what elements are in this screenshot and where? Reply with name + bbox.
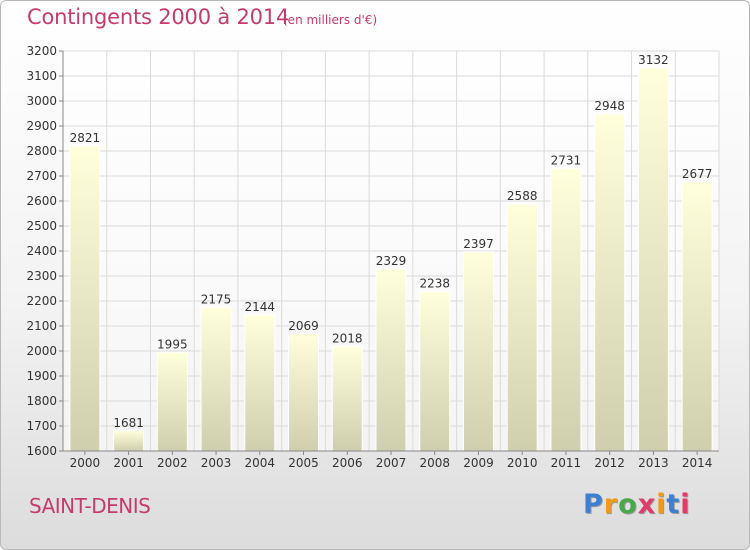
bar xyxy=(113,430,145,452)
city-name: SAINT-DENIS xyxy=(29,494,151,518)
bar-value-label: 2588 xyxy=(507,189,538,203)
bar xyxy=(156,351,188,452)
bar xyxy=(244,314,276,452)
bar-value-label: 1995 xyxy=(157,337,188,351)
logo-letter: o xyxy=(618,489,638,520)
x-tick-label: 2011 xyxy=(551,456,582,470)
bar-value-label: 3132 xyxy=(638,53,669,67)
bar xyxy=(200,306,232,452)
bar xyxy=(506,203,538,452)
y-tick-label: 2700 xyxy=(26,169,57,183)
y-tick-label: 2200 xyxy=(26,294,57,308)
y-tick-label: 1700 xyxy=(26,419,57,433)
x-tick-label: 2000 xyxy=(70,456,101,470)
x-tick-label: 2008 xyxy=(419,456,450,470)
x-tick-label: 2003 xyxy=(201,456,232,470)
x-tick-label: 2005 xyxy=(288,456,319,470)
y-tick-label: 2800 xyxy=(26,144,57,158)
bar xyxy=(637,67,669,452)
bar xyxy=(419,291,451,452)
x-tick-label: 2009 xyxy=(463,456,494,470)
x-tick-label: 2001 xyxy=(113,456,144,470)
x-tick-label: 2010 xyxy=(507,456,538,470)
bar-value-label: 2397 xyxy=(463,237,494,251)
y-tick-label: 3200 xyxy=(26,44,57,58)
bar xyxy=(288,333,320,452)
x-tick-label: 2004 xyxy=(245,456,276,470)
bar-value-label: 2948 xyxy=(594,99,625,113)
bar xyxy=(550,167,582,452)
logo-letter: t xyxy=(666,489,681,520)
y-tick-label: 1900 xyxy=(26,369,57,383)
bar xyxy=(69,145,101,452)
y-tick-label: 1800 xyxy=(26,394,57,408)
y-tick-label: 2400 xyxy=(26,244,57,258)
bar xyxy=(375,268,407,452)
bar-layer xyxy=(69,67,713,452)
bar-value-label: 2677 xyxy=(682,167,713,181)
y-tick-label: 2900 xyxy=(26,119,57,133)
label-layer: 2821 1681 1995 2175 2144 2069 2018 2329 2238 2397… xyxy=(70,53,713,430)
chart-subtitle: (en milliers d'€) xyxy=(283,13,378,27)
logo-letter: i xyxy=(680,489,691,520)
bar-value-label: 2018 xyxy=(332,332,363,346)
y-tick-label: 2100 xyxy=(26,319,57,333)
x-tick-label: 2012 xyxy=(594,456,625,470)
bar xyxy=(681,181,713,452)
logo-letter: i xyxy=(656,489,667,520)
logo-letter: P xyxy=(583,489,604,520)
bar-value-label: 2069 xyxy=(288,319,319,333)
y-tick-label: 3000 xyxy=(26,94,57,108)
y-tick-label: 3100 xyxy=(26,69,57,83)
y-tick-label: 2600 xyxy=(26,194,57,208)
bar-value-label: 2821 xyxy=(70,131,101,145)
bar-value-label: 2175 xyxy=(201,292,232,306)
bar xyxy=(331,346,363,452)
chart-title: Contingents 2000 à 2014 xyxy=(27,5,290,29)
logo-letter: x xyxy=(637,489,657,520)
bar-value-label: 2329 xyxy=(376,254,407,268)
axis-layer: 1600 1700 1800 1900 2000 2100 2200 2300 2400 2500… xyxy=(26,44,719,470)
x-tick-label: 2013 xyxy=(638,456,669,470)
x-tick-label: 2006 xyxy=(332,456,363,470)
bar-value-label: 1681 xyxy=(113,416,144,430)
bar xyxy=(594,113,626,452)
bar xyxy=(462,251,494,452)
bar-value-label: 2144 xyxy=(245,300,276,314)
y-tick-label: 2300 xyxy=(26,269,57,283)
proxiti-logo[interactable]: Proxiti xyxy=(583,489,691,520)
logo-letter: r xyxy=(603,489,619,520)
y-tick-label: 2000 xyxy=(26,344,57,358)
x-tick-label: 2007 xyxy=(376,456,407,470)
x-tick-label: 2014 xyxy=(682,456,713,470)
y-tick-label: 1600 xyxy=(26,444,57,458)
bar-value-label: 2238 xyxy=(419,277,450,291)
x-tick-label: 2002 xyxy=(157,456,188,470)
bar-value-label: 2731 xyxy=(551,153,582,167)
y-tick-label: 2500 xyxy=(26,219,57,233)
